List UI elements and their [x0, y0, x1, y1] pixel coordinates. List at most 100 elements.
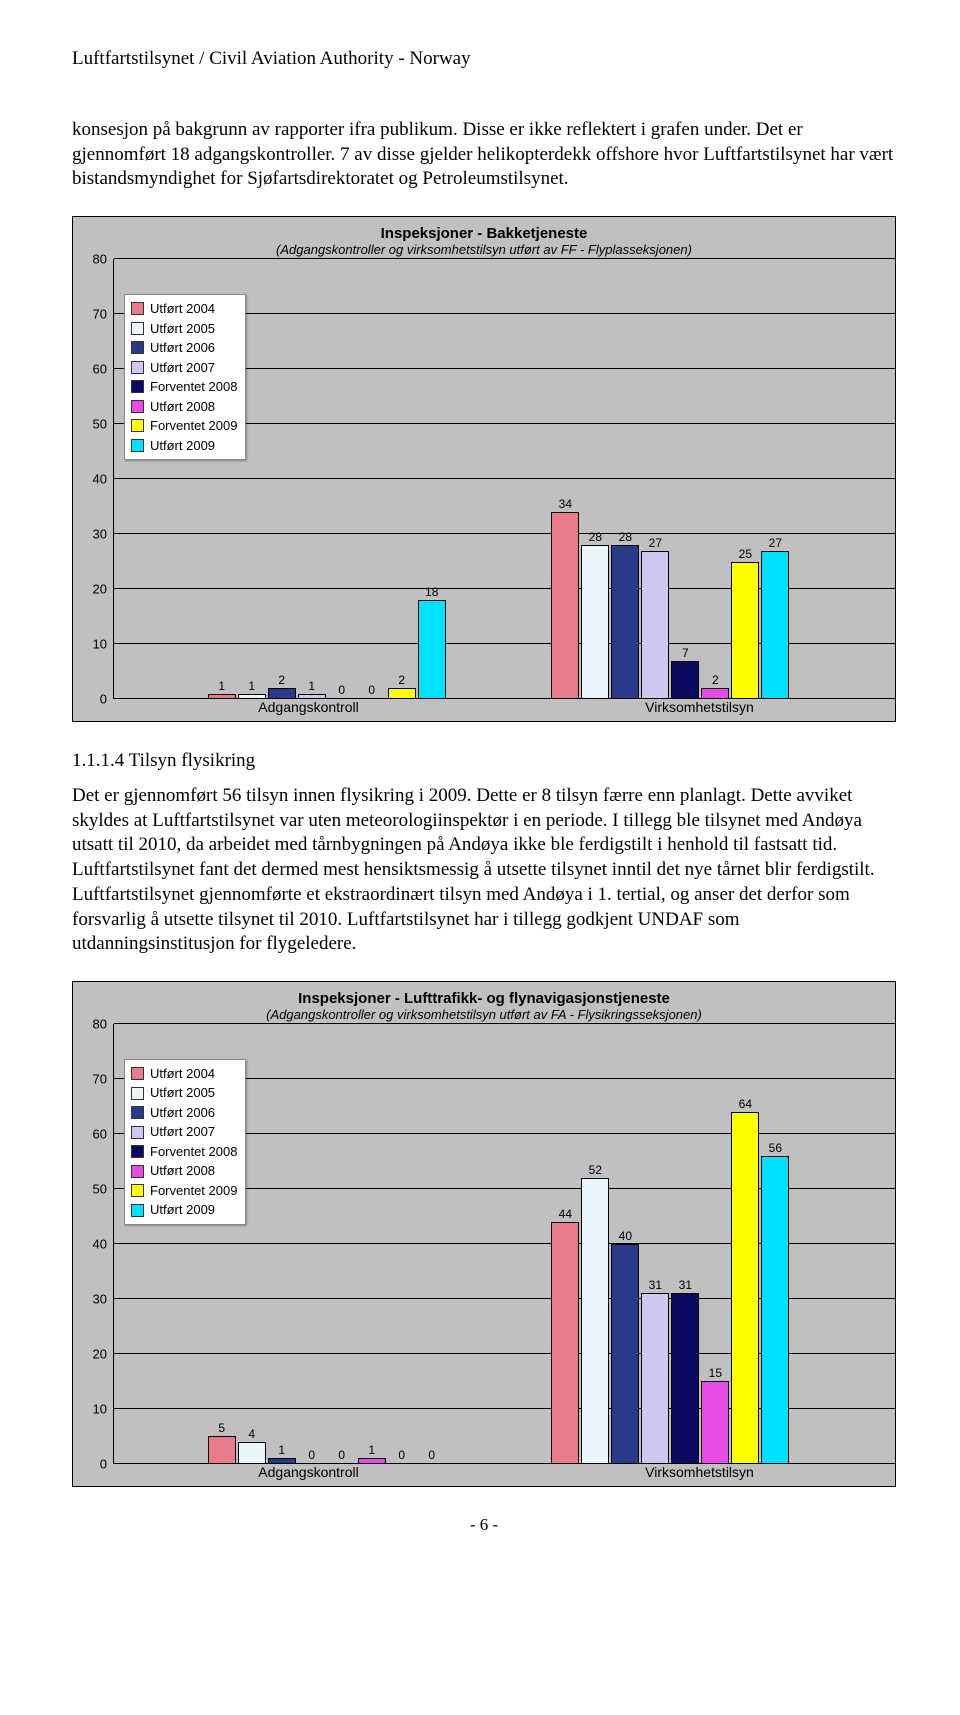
bar-value-label: 1: [209, 679, 235, 693]
legend-item: Utført 2004: [131, 299, 237, 319]
legend-item: Utført 2009: [131, 1200, 237, 1220]
bar: 2: [388, 688, 416, 699]
legend-item: Utført 2006: [131, 338, 237, 358]
x-category-label: Adgangskontroll: [113, 1464, 504, 1480]
legend-label: Forventet 2008: [150, 377, 237, 397]
bar-value-label: 5: [209, 1421, 235, 1435]
bar: 28: [581, 545, 609, 699]
bar: 34: [551, 512, 579, 699]
legend-swatch: [131, 1106, 144, 1119]
y-tick-label: 70: [93, 307, 107, 322]
y-tick-label: 60: [93, 362, 107, 377]
page-number: - 6 -: [72, 1515, 896, 1535]
bar: 40: [611, 1244, 639, 1464]
bar: 5: [208, 1436, 236, 1464]
legend-item: Utført 2008: [131, 397, 237, 417]
y-tick-label: 50: [93, 417, 107, 432]
chart-legend: Utført 2004Utført 2005Utført 2006Utført …: [124, 294, 246, 460]
legend-item: Utført 2008: [131, 1161, 237, 1181]
bar-value-label: 1: [299, 679, 325, 693]
chart-bakketjeneste: Inspeksjoner - Bakketjeneste(Adgangskont…: [72, 216, 896, 722]
bar-value-label: 2: [389, 673, 415, 687]
legend-item: Utført 2009: [131, 436, 237, 456]
legend-swatch: [131, 1184, 144, 1197]
legend-label: Utført 2007: [150, 358, 215, 378]
legend-swatch: [131, 1126, 144, 1139]
bar-value-label: 2: [702, 673, 728, 687]
bar: 2: [268, 688, 296, 699]
bar: 15: [701, 1381, 729, 1464]
bar-group: 34282827722527: [551, 512, 789, 699]
legend-label: Utført 2009: [150, 1200, 215, 1220]
legend-label: Utført 2008: [150, 397, 215, 417]
legend-label: Utført 2005: [150, 319, 215, 339]
section-heading: 1.1.1.4 Tilsyn flysikring: [72, 750, 896, 772]
bar-value-label: 25: [732, 547, 758, 561]
legend-item: Forventet 2009: [131, 416, 237, 436]
bar: 4: [238, 1442, 266, 1464]
legend-item: Utført 2005: [131, 319, 237, 339]
bar-value-label: 2: [269, 673, 295, 687]
y-tick-label: 0: [100, 1456, 107, 1471]
legend-item: Utført 2005: [131, 1083, 237, 1103]
legend-label: Utført 2004: [150, 1064, 215, 1084]
bar: 52: [581, 1178, 609, 1464]
bar: 1: [238, 694, 266, 700]
bar-value-label: 40: [612, 1229, 638, 1243]
bar: 44: [551, 1222, 579, 1464]
chart-title: Inspeksjoner - Lufttrafikk- og flynaviga…: [73, 990, 895, 1007]
bar: 2: [701, 688, 729, 699]
bar: 1: [298, 694, 326, 700]
legend-swatch: [131, 341, 144, 354]
bar-value-label: 56: [762, 1141, 788, 1155]
bar: 31: [671, 1293, 699, 1464]
y-tick-label: 40: [93, 472, 107, 487]
bar-value-label: 31: [642, 1278, 668, 1292]
bar-value-label: 28: [582, 530, 608, 544]
bar-group: 112100218: [208, 600, 446, 699]
y-tick-label: 70: [93, 1071, 107, 1086]
bar-value-label: 44: [552, 1207, 578, 1221]
bar-value-label: 0: [388, 1448, 416, 1462]
chart-legend: Utført 2004Utført 2005Utført 2006Utført …: [124, 1059, 246, 1225]
bar-value-label: 31: [672, 1278, 698, 1292]
body-paragraph: Det er gjennomført 56 tilsyn innen flysi…: [72, 784, 896, 957]
legend-item: Forventet 2008: [131, 1142, 237, 1162]
bar: 1: [268, 1458, 296, 1464]
legend-swatch: [131, 380, 144, 393]
legend-swatch: [131, 439, 144, 452]
legend-swatch: [131, 361, 144, 374]
chart-subtitle: (Adgangskontroller og virksomhetstilsyn …: [73, 242, 895, 257]
bar: 7: [671, 661, 699, 700]
legend-item: Utført 2006: [131, 1103, 237, 1123]
bar-value-label: 0: [328, 1448, 356, 1462]
bar-value-label: 18: [419, 585, 445, 599]
bar-value-label: 0: [328, 683, 356, 697]
legend-swatch: [131, 400, 144, 413]
legend-item: Utført 2004: [131, 1064, 237, 1084]
legend-item: Forventet 2008: [131, 377, 237, 397]
bar: 28: [611, 545, 639, 699]
x-category-label: Adgangskontroll: [113, 699, 504, 715]
legend-swatch: [131, 302, 144, 315]
bar-value-label: 7: [672, 646, 698, 660]
legend-label: Utført 2006: [150, 338, 215, 358]
gridline: [114, 258, 895, 259]
bar-value-label: 15: [702, 1366, 728, 1380]
bar-value-label: 0: [418, 1448, 446, 1462]
page-header: Luftfartstilsynet / Civil Aviation Autho…: [72, 48, 896, 70]
bar: 25: [731, 562, 759, 700]
legend-item: Utført 2007: [131, 1122, 237, 1142]
legend-label: Utført 2006: [150, 1103, 215, 1123]
y-tick-label: 0: [100, 692, 107, 707]
chart-title: Inspeksjoner - Bakketjeneste: [73, 225, 895, 242]
bar-value-label: 27: [642, 536, 668, 550]
bar-value-label: 0: [298, 1448, 326, 1462]
y-tick-label: 30: [93, 1291, 107, 1306]
bar-value-label: 34: [552, 497, 578, 511]
bar-group: 4452403131156456: [551, 1112, 789, 1464]
legend-label: Forventet 2008: [150, 1142, 237, 1162]
legend-label: Utført 2008: [150, 1161, 215, 1181]
bar-value-label: 0: [358, 683, 386, 697]
legend-swatch: [131, 322, 144, 335]
